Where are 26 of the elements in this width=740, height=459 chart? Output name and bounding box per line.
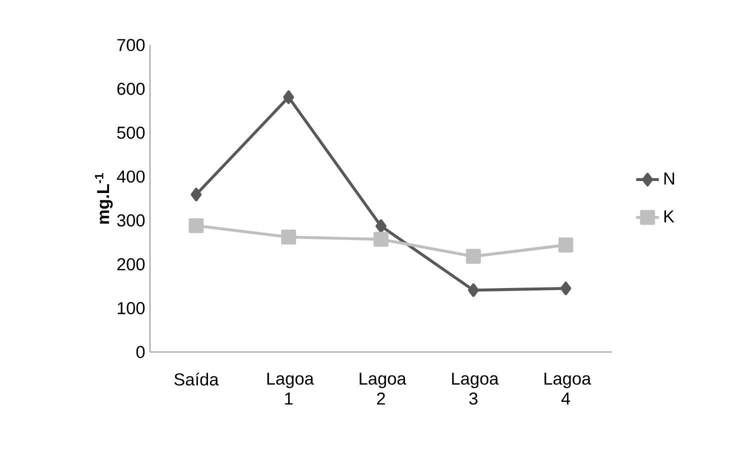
- point: [281, 230, 296, 245]
- y-tick-label: 700: [117, 38, 145, 52]
- y-tick-label: 0: [136, 346, 145, 358]
- point: [374, 232, 388, 247]
- y-tick-label: 100: [118, 302, 145, 314]
- y-tick-label: 200: [117, 258, 145, 270]
- y-axis-title: mg.L$^{-1}$: [94, 173, 113, 224]
- y-tick-label: 600: [117, 82, 145, 95]
- point: [283, 90, 294, 104]
- x-tick-label: Lagoa 1: [267, 372, 314, 404]
- legend-label: N: [664, 172, 674, 185]
- y-tick-label: 400: [116, 170, 145, 183]
- point: [560, 282, 572, 296]
- y-tick-label: 500: [117, 126, 145, 139]
- point: [190, 188, 202, 202]
- x-tick-label: Lagoa 4: [544, 372, 592, 404]
- point: [188, 218, 204, 234]
- point: [466, 248, 481, 264]
- legend-label: K: [664, 210, 674, 222]
- y-tick-label: 300: [117, 214, 145, 227]
- x-tick-label: Lagoa 2: [360, 372, 406, 404]
- x-tick-label: Lagoa 3: [452, 372, 499, 405]
- point: [376, 219, 386, 233]
- point: [468, 283, 479, 297]
- point: [558, 238, 574, 252]
- x-tick-label: Saída: [174, 372, 219, 386]
